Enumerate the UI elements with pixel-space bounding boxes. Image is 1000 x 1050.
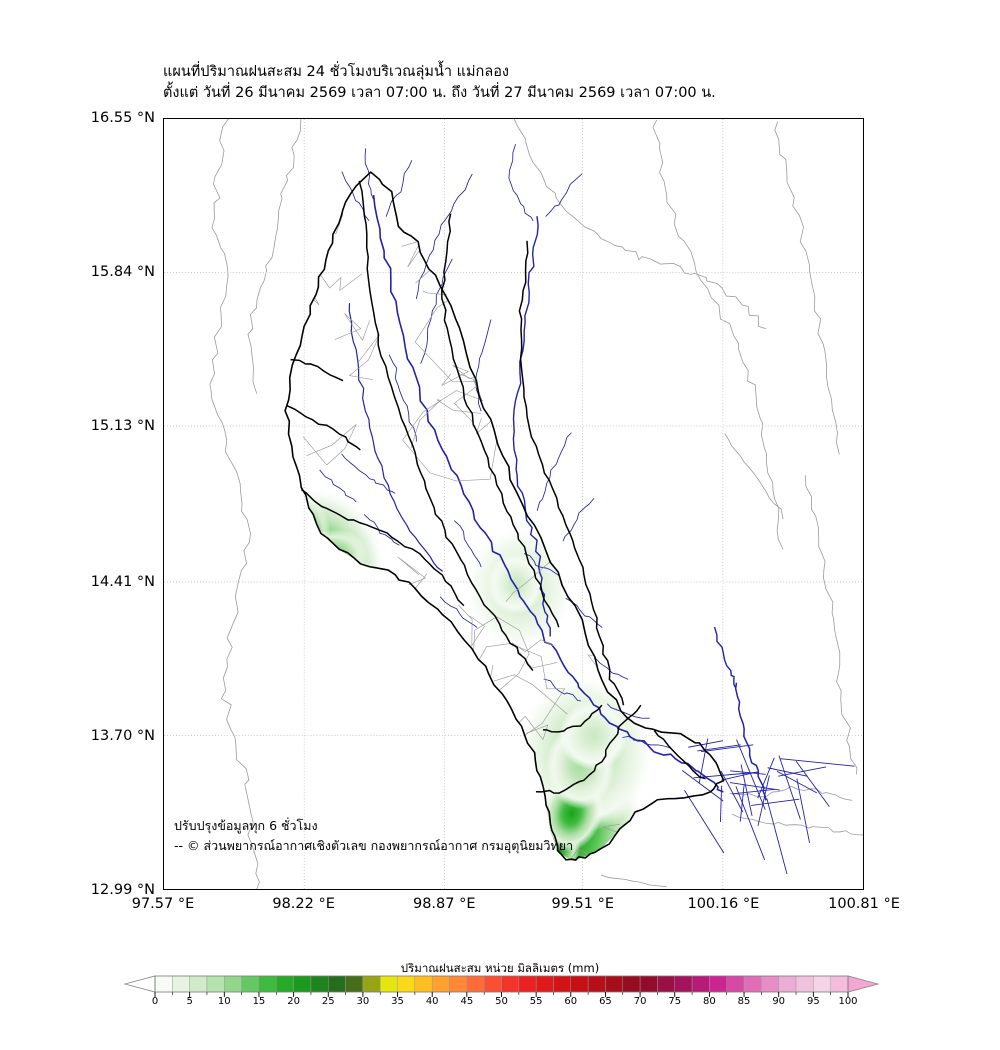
colorbar-cell	[587, 975, 606, 993]
colorbar-tick-label: 25	[321, 996, 335, 1007]
colorbar-tick-label: 10	[217, 996, 231, 1007]
x-axis-tick-label: 99.51 °E	[551, 896, 614, 912]
colorbar-cell	[761, 975, 779, 993]
colorbar-cell	[813, 975, 831, 993]
colorbar-tick-label: 55	[529, 996, 543, 1007]
colorbar-cell	[622, 975, 641, 993]
colorbar-tick-label: 20	[287, 996, 300, 1007]
colorbar-cell	[674, 975, 693, 993]
map-canvas	[164, 119, 863, 889]
colorbar-cell	[709, 975, 727, 993]
y-axis-tick-label: 16.55 °N	[90, 110, 155, 126]
colorbar-tick-label: 45	[460, 996, 474, 1007]
y-axis-tick-label: 13.70 °N	[90, 728, 155, 745]
x-axis-tick-label: 98.87 °E	[412, 896, 476, 912]
colorbar-tick-label: 65	[599, 996, 612, 1007]
colorbar-cell	[276, 975, 294, 993]
colorbar-cell	[293, 975, 312, 993]
colorbar-cell	[535, 975, 554, 993]
colorbar-outline	[154, 975, 849, 993]
x-axis-tick-label: 100.81 °E	[828, 896, 900, 912]
y-axis-tick-label: 15.13 °N	[90, 417, 155, 434]
colorbar-cell	[605, 975, 624, 993]
colorbar-cell	[483, 975, 502, 993]
colorbar-cell	[154, 975, 173, 993]
colorbar-cell	[397, 975, 416, 993]
map-plot-area[interactable]: ปรับปรุงข้อมูลทุก 6 ชั่วโมง -- © ส่วนพยา…	[163, 118, 864, 890]
x-axis-tick-label: 100.16 °E	[687, 896, 760, 912]
colorbar-cell	[345, 975, 364, 993]
colorbar-cell	[657, 975, 675, 993]
colorbar-tick-label: 40	[425, 996, 439, 1007]
colorbar-gradient	[123, 975, 880, 997]
colorbar-tick-label: 5	[186, 996, 193, 1007]
colorbar-cell	[189, 975, 208, 993]
colorbar-cell	[726, 975, 745, 993]
map-footnotes: ปรับปรุงข้อมูลทุก 6 ชั่วโมง -- © ส่วนพยา…	[174, 816, 573, 855]
colorbar-tick-label: 60	[564, 996, 578, 1007]
colorbar-cell	[830, 975, 849, 993]
colorbar-tick-label: 85	[737, 996, 751, 1007]
colorbar-extend-max-arrow	[847, 975, 880, 993]
colorbar-cell	[570, 975, 589, 993]
colorbar-tick-label: 90	[772, 996, 786, 1007]
colorbar-cell	[206, 975, 225, 993]
colorbar-tick-label: 75	[668, 996, 682, 1007]
colorbar-cell	[639, 975, 658, 993]
colorbar-tick-label: 50	[495, 996, 508, 1007]
colorbar-tick-label: 15	[252, 996, 266, 1007]
map-title-line-2: ตั้งแต่ วันที่ 26 มีนาคม 2569 เวลา 07:00…	[163, 85, 716, 102]
colorbar-tick-label: 30	[356, 996, 370, 1007]
x-axis-tick-label: 98.22 °E	[272, 896, 335, 912]
colorbar-tick-label: 95	[806, 996, 820, 1007]
y-axis-tick-label: 15.84 °N	[90, 263, 155, 280]
colorbar-cell	[449, 975, 468, 993]
colorbar-cell	[795, 975, 814, 993]
colorbar-cell	[172, 975, 190, 993]
map-title-line-1: แผนที่ปริมาณฝนสะสม 24 ชั่วโมงบริเวณลุ่มน…	[163, 64, 509, 80]
map-title: แผนที่ปริมาณฝนสะสม 24 ชั่วโมงบริเวณลุ่มน…	[163, 62, 923, 104]
colorbar-cell	[241, 975, 260, 993]
x-axis-tick-label: 97.57 °E	[131, 896, 195, 912]
colorbar-cell	[310, 975, 329, 993]
colorbar-tick-label: 100	[838, 996, 858, 1007]
colorbar-cell	[501, 975, 520, 993]
colorbar-cell	[518, 975, 537, 993]
y-axis-tick-labels: 16.55 °N 15.84 °N 15.13 °N 14.41 °N 13.70 °N…	[0, 0, 155, 1050]
credit-note: -- © ส่วนพยากรณ์อากาศเชิงตัวเลข กองพยากร…	[174, 837, 574, 853]
colorbar-cell	[224, 975, 242, 993]
colorbar-tick-label: 70	[633, 996, 647, 1007]
colorbar-cell	[691, 975, 710, 993]
colorbar-cell	[362, 975, 381, 993]
colorbar-tick-label: 35	[391, 996, 404, 1007]
colorbar-tick-label: 80	[703, 996, 716, 1007]
colorbar-cell	[380, 975, 398, 993]
y-axis-tick-label: 12.99 °N	[90, 882, 155, 898]
colorbar-cell	[328, 975, 346, 993]
colorbar-title: ปริมาณฝนสะสม หน่วย มิลลิเมตร (mm)	[400, 961, 600, 975]
colorbar-cell	[743, 975, 762, 993]
colorbar-cell	[466, 975, 485, 993]
y-axis-tick-label: 14.41 °N	[90, 574, 155, 591]
colorbar-cell	[414, 975, 433, 993]
colorbar-cell	[431, 975, 450, 993]
update-frequency-note: ปรับปรุงข้อมูลทุก 6 ชั่วโมง	[174, 818, 318, 834]
colorbar-cell	[778, 975, 797, 993]
colorbar-cell	[553, 975, 572, 993]
colorbar-cell	[258, 975, 277, 993]
